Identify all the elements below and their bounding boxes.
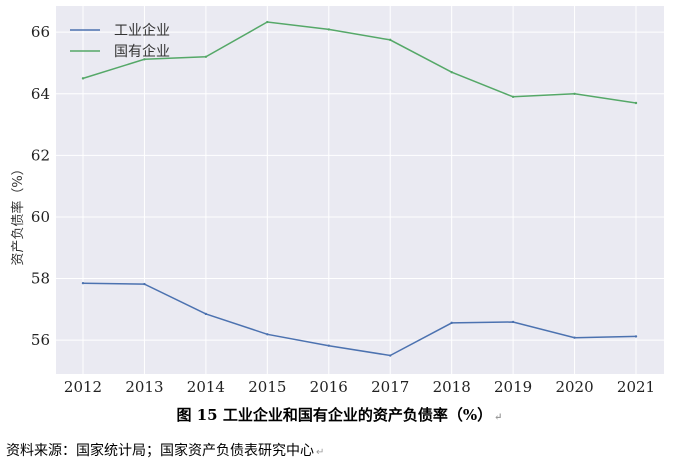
figure-caption: 图 15 工业企业和国有企业的资产负债率（%） ↵ xyxy=(0,404,679,425)
data-point-0-0 xyxy=(81,281,85,285)
legend: 工业企业 国有企业 xyxy=(70,22,170,60)
figure-caption-text: 图 15 工业企业和国有企业的资产负债率（%） xyxy=(176,406,493,424)
data-point-1-8 xyxy=(573,92,576,95)
y-tick-label: 64 xyxy=(31,85,50,103)
x-tick-labels: 2012 2013 2014 2015 2016 2017 2018 2019 2020 2021 xyxy=(64,378,655,396)
series-lines xyxy=(81,20,638,357)
data-point-1-6 xyxy=(450,71,453,74)
y-axis-label: 资产负债率（%） xyxy=(10,162,26,265)
data-point-0-9 xyxy=(634,335,638,338)
data-point-0-6 xyxy=(450,321,453,325)
data-point-0-8 xyxy=(573,336,576,339)
data-point-1-2 xyxy=(204,55,208,59)
x-tick-label: 2017 xyxy=(371,378,409,396)
grid xyxy=(56,6,664,374)
x-tick-label: 2014 xyxy=(187,378,225,396)
x-tick-label: 2021 xyxy=(617,378,655,396)
data-point-0-5 xyxy=(389,354,392,357)
x-tick-label: 2015 xyxy=(248,378,286,396)
data-point-1-0 xyxy=(81,77,85,80)
data-point-0-2 xyxy=(204,312,208,316)
data-point-1-7 xyxy=(511,95,515,99)
legend-label-industrial: 工业企业 xyxy=(114,22,170,39)
x-tick-label: 2018 xyxy=(433,378,471,396)
x-tick-label: 2019 xyxy=(494,378,532,396)
data-point-0-3 xyxy=(266,333,269,336)
x-tick-label: 2013 xyxy=(125,378,163,396)
plot-area xyxy=(56,6,664,374)
y-tick-label: 66 xyxy=(31,23,50,41)
y-tick-label: 60 xyxy=(31,208,50,226)
data-point-1-5 xyxy=(389,38,392,42)
paragraph-mark-icon: ↵ xyxy=(494,412,503,423)
data-point-0-1 xyxy=(143,282,146,286)
data-point-1-4 xyxy=(327,28,330,31)
y-tick-labels: 56 58 60 62 64 66 xyxy=(31,23,50,349)
data-point-0-4 xyxy=(327,344,330,347)
data-point-1-1 xyxy=(143,58,146,61)
series-line-0 xyxy=(82,282,637,357)
data-point-1-3 xyxy=(266,20,269,24)
series-line-1 xyxy=(82,21,637,104)
paragraph-mark-icon: ↵ xyxy=(316,447,325,458)
x-tick-label: 2012 xyxy=(64,378,102,396)
data-point-1-9 xyxy=(634,101,638,105)
line-chart: 2012 2013 2014 2015 2016 2017 2018 2019 2020 2021… xyxy=(10,6,664,396)
x-tick-label: 2016 xyxy=(310,378,348,396)
y-tick-label: 58 xyxy=(31,270,50,288)
y-tick-label: 56 xyxy=(31,331,50,349)
source-note: 资料来源：国家统计局；国家资产负债表研究中心 ↵ xyxy=(6,440,324,460)
x-tick-label: 2020 xyxy=(555,378,593,396)
y-tick-label: 62 xyxy=(31,146,50,164)
legend-label-state-owned: 国有企业 xyxy=(114,43,170,60)
source-note-text: 资料来源：国家统计局；国家资产负债表研究中心 xyxy=(6,443,314,459)
data-point-0-7 xyxy=(511,320,515,324)
